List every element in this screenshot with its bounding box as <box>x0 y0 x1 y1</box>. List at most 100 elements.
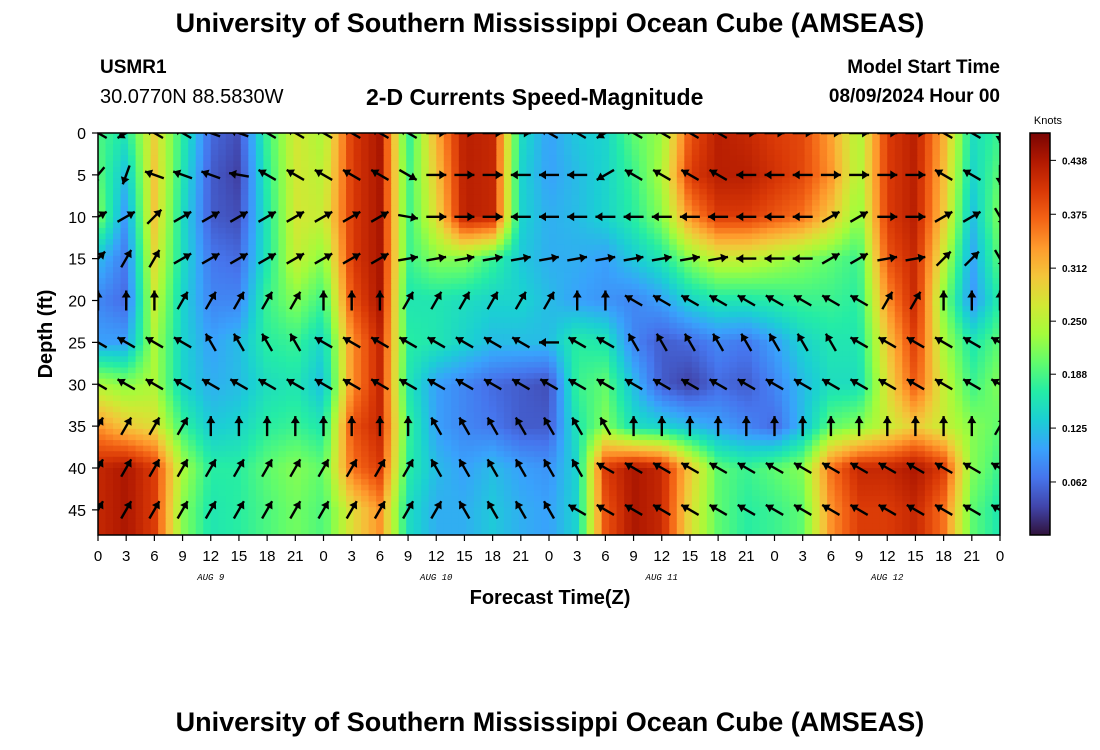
heat-cell <box>721 166 730 173</box>
heat-cell <box>954 149 964 156</box>
heat-cell <box>932 289 941 296</box>
heat-cell <box>684 211 693 218</box>
heat-cell <box>255 250 264 257</box>
heat-cell <box>346 322 355 330</box>
heat-cell <box>195 255 204 263</box>
heat-cell <box>218 144 227 151</box>
heat-cell <box>481 317 490 324</box>
heat-cell <box>105 300 114 307</box>
heat-cell <box>323 138 332 145</box>
heat-cell <box>263 272 272 279</box>
heat-cell <box>744 300 753 307</box>
heat-cell <box>902 289 911 296</box>
heat-cell <box>924 328 933 335</box>
heat-cell <box>361 289 370 296</box>
heat-cell <box>165 188 174 196</box>
heat-cell <box>766 227 776 235</box>
heat-cell <box>113 317 122 324</box>
heat-cell <box>699 328 708 335</box>
heat-cell <box>834 255 843 263</box>
heat-cell <box>736 222 746 229</box>
heat-cell <box>766 345 776 352</box>
heat-cell <box>443 216 452 223</box>
heat-cell <box>706 278 715 285</box>
heat-cell <box>533 311 543 318</box>
heat-cell <box>631 350 640 357</box>
heat-cell <box>526 133 535 140</box>
heat-cell <box>150 322 159 330</box>
heat-cell <box>413 177 422 184</box>
heat-cell <box>842 317 851 324</box>
heat-cell <box>180 267 189 274</box>
heat-cell <box>443 138 452 145</box>
heat-cell <box>428 160 437 168</box>
heat-cell <box>842 177 851 184</box>
heat-cell <box>413 222 422 229</box>
heat-cell <box>909 233 918 240</box>
heat-cell <box>571 317 580 324</box>
heat-cell <box>556 200 565 207</box>
heat-cell <box>969 188 979 196</box>
heat-cell <box>736 306 746 313</box>
heat-cell <box>338 233 347 240</box>
heat-cell <box>398 233 407 240</box>
heat-cell <box>376 361 385 369</box>
heat-cell <box>533 160 543 168</box>
heat-cell <box>902 155 911 162</box>
heat-cell <box>842 138 851 145</box>
heat-cell <box>165 155 174 162</box>
heat-cell <box>98 306 107 313</box>
heat-cell <box>774 306 783 313</box>
heat-cell <box>353 356 362 363</box>
heat-cell <box>571 272 580 279</box>
heat-cell <box>721 311 730 318</box>
heat-cell <box>270 222 279 229</box>
heat-cell <box>361 272 370 279</box>
heat-cell <box>541 361 550 369</box>
heat-cell <box>909 200 918 207</box>
heat-cell <box>210 328 219 335</box>
heat-cell <box>263 345 272 352</box>
heat-cell <box>586 328 595 335</box>
heat-cell <box>421 345 430 352</box>
heat-cell <box>556 205 565 212</box>
heat-cell <box>225 356 234 363</box>
heat-cell <box>353 267 362 274</box>
heat-cell <box>376 278 385 285</box>
heat-cell <box>977 188 986 196</box>
heat-cell <box>894 300 903 307</box>
heat-cell <box>361 144 370 151</box>
heat-cell <box>278 261 287 268</box>
heat-cell <box>173 205 182 212</box>
heat-cell <box>511 133 520 140</box>
heat-cell <box>827 227 836 235</box>
heat-cell <box>729 205 738 212</box>
heat-cell <box>443 261 452 268</box>
heat-cell <box>353 289 362 296</box>
heat-cell <box>782 261 791 268</box>
heat-cell <box>676 222 685 229</box>
heat-cell <box>225 177 234 184</box>
heat-cell <box>466 149 475 156</box>
heat-cell <box>323 177 332 184</box>
heat-cell <box>669 356 678 363</box>
heat-cell <box>285 345 295 352</box>
heat-cell <box>594 194 603 201</box>
heat-cell <box>526 216 535 223</box>
heat-cell <box>285 160 295 168</box>
heat-cell <box>203 283 212 290</box>
heat-cell <box>188 244 197 251</box>
heat-cell <box>759 244 768 251</box>
heat-cell <box>315 211 325 218</box>
heat-cell <box>105 306 114 313</box>
heat-cell <box>759 205 768 212</box>
heat-cell <box>511 350 520 357</box>
heat-cell <box>353 144 362 151</box>
heat-cell <box>939 160 948 168</box>
heat-cell <box>827 322 836 330</box>
heat-cell <box>413 334 422 341</box>
heat-cell <box>669 289 678 296</box>
heat-cell <box>346 311 355 318</box>
heat-cell <box>819 239 828 246</box>
heat-cell <box>436 250 445 257</box>
